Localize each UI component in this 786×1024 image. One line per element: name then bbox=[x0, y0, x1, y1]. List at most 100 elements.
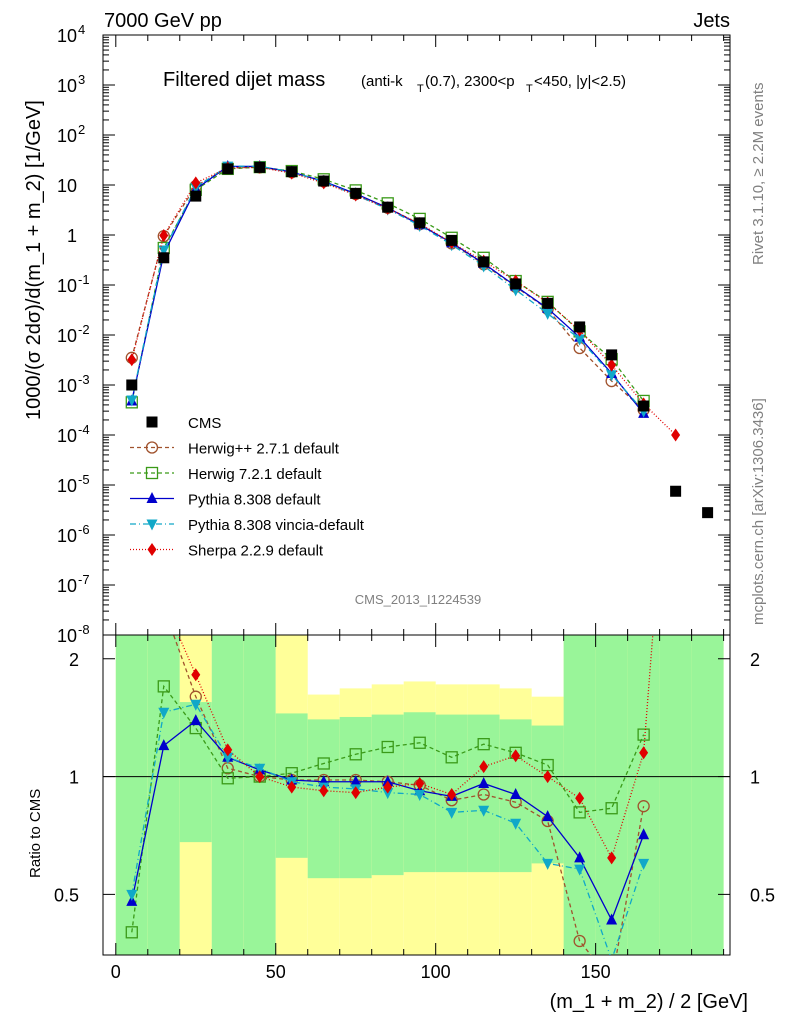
pythia-8-308-default-ratio-point bbox=[574, 851, 586, 863]
ratio-tick-label-right: 1 bbox=[750, 768, 760, 788]
y-tick-exponent: -7 bbox=[78, 572, 90, 587]
pythia-8-308-default-ratio-point bbox=[542, 810, 554, 822]
sherpa-2-2-9-default-ratio-point bbox=[575, 791, 585, 805]
sherpa-2-2-9-default-point bbox=[191, 176, 201, 190]
herwig-2-7-1-default-ratio-point bbox=[637, 800, 650, 813]
ratio-tick-label: 0.5 bbox=[54, 885, 79, 905]
ratio-tick-label: 1 bbox=[69, 768, 79, 788]
ratio-panel-frame bbox=[102, 634, 731, 956]
cms-point bbox=[190, 190, 202, 202]
sherpa-2-2-9-default-ratio-point bbox=[479, 760, 489, 774]
band-green bbox=[627, 635, 660, 955]
y-tick-label: 10 bbox=[57, 526, 77, 546]
title-sub-b: (0.7), 2300<p bbox=[425, 73, 515, 90]
y-tick-exponent: 2 bbox=[78, 122, 85, 137]
y-tick-exponent: -5 bbox=[78, 472, 90, 487]
sherpa-2-2-9-default-ratio-point bbox=[543, 770, 553, 784]
legend-label: Sherpa 2.2.9 default bbox=[188, 543, 324, 560]
cms-point bbox=[670, 485, 682, 497]
herwig-2-7-1-default-ratio-point bbox=[573, 934, 586, 948]
cms-point bbox=[542, 297, 554, 309]
pythia-8-308-vincia-default-ratio-point bbox=[382, 788, 394, 800]
pythia-8-308-vincia-default-ratio-point bbox=[446, 807, 458, 819]
pythia-8-308-default-ratio-point bbox=[350, 775, 362, 787]
pythia-8-308-vincia-default-point bbox=[606, 370, 618, 382]
herwig-7-2-1-default-ratio-point bbox=[125, 926, 138, 939]
sherpa-2-2-9-default-ratio-point bbox=[639, 746, 649, 760]
title-sub-c: <450, |y|<2.5) bbox=[534, 73, 626, 90]
pythia-8-308-vincia-default-point bbox=[542, 308, 554, 320]
energy-label: 7000 GeV pp bbox=[104, 10, 222, 32]
cms-point bbox=[702, 507, 714, 519]
title-sub-t1: T bbox=[417, 83, 424, 95]
y-tick-exponent: -6 bbox=[78, 522, 90, 537]
herwig-7-2-1-default-ratio-point bbox=[477, 738, 490, 751]
x-axis-label: (m_1 + m_2) / 2 [GeV] bbox=[550, 991, 748, 1013]
herwig-7-2-1-default-ratio-point bbox=[317, 757, 330, 770]
sherpa-2-2-9-default-ratio-line bbox=[177, 635, 654, 860]
herwig-7-2-1-default-ratio-point bbox=[445, 751, 458, 764]
pythia-8-308-vincia-default-point bbox=[158, 245, 170, 257]
band-green bbox=[659, 635, 692, 955]
pythia-8-308-vincia-default-ratio-point bbox=[510, 818, 522, 830]
y-tick-exponent: -4 bbox=[78, 422, 90, 437]
pythia-8-308-vincia-default-point bbox=[574, 334, 586, 346]
legend-label: Herwig++ 2.7.1 default bbox=[188, 441, 340, 458]
sherpa-2-2-9-default-ratio-point bbox=[383, 780, 393, 794]
cms-point bbox=[446, 234, 458, 246]
x-tick-label: 150 bbox=[581, 962, 611, 982]
title-main: Filtered dijet mass bbox=[163, 69, 325, 91]
pythia-8-308-vincia-default-ratio-point bbox=[126, 889, 138, 901]
pythia-8-308-default-ratio-point bbox=[478, 777, 490, 789]
cms-point bbox=[254, 161, 266, 173]
legend-label: Herwig 7.2.1 default bbox=[188, 466, 322, 483]
sherpa-2-2-9-default-line bbox=[131, 166, 677, 436]
pythia-8-308-vincia-default-ratio-point bbox=[190, 699, 202, 711]
y-tick-label: 10 bbox=[57, 626, 77, 646]
sherpa-2-2-9-default-ratio-point bbox=[447, 787, 457, 801]
herwig-7-2-1-default-ratio-point bbox=[157, 680, 170, 693]
band-green bbox=[243, 635, 276, 955]
band-green bbox=[595, 635, 628, 955]
cms-point bbox=[286, 166, 298, 178]
pythia-8-308-default-ratio-point bbox=[510, 787, 522, 799]
pythia-8-308-default-ratio-point bbox=[158, 739, 170, 751]
herwig-2-7-1-default-ratio-point bbox=[158, 602, 169, 613]
herwig-7-2-1-default-ratio-point bbox=[637, 728, 650, 741]
legend-marker bbox=[145, 441, 159, 454]
cms-data-points bbox=[126, 161, 714, 519]
herwig-7-2-1-default-ratio-point bbox=[349, 748, 362, 761]
cms-point bbox=[126, 379, 138, 391]
y-tick-label: 10 bbox=[57, 126, 77, 146]
legend-cms-marker bbox=[146, 416, 158, 428]
band-green bbox=[115, 635, 148, 955]
band-green bbox=[467, 714, 500, 873]
pythia-8-308-default-ratio-point bbox=[638, 828, 650, 840]
pythia-8-308-vincia-default-ratio-point bbox=[222, 752, 234, 764]
band-green bbox=[531, 725, 564, 864]
sherpa-2-2-9-default-ratio-point bbox=[255, 770, 265, 784]
sherpa-2-2-9-default-ratio-point bbox=[671, 334, 680, 347]
y-tick-exponent: 4 bbox=[78, 22, 85, 37]
herwig-7-2-1-default-ratio-point bbox=[573, 806, 586, 819]
herwig-2-7-1-default-ratio-point bbox=[126, 558, 137, 569]
analysis-watermark: CMS_2013_I1224539 bbox=[355, 592, 482, 607]
band-green bbox=[691, 635, 724, 955]
legend-label: Pythia 8.308 vincia-default bbox=[188, 517, 365, 534]
y-tick-label: 10 bbox=[57, 276, 77, 296]
pythia-8-308-default-ratio-point bbox=[606, 913, 618, 925]
y-tick-label: 10 bbox=[57, 26, 77, 46]
pythia-8-308-vincia-default-ratio-point bbox=[574, 864, 586, 876]
sherpa-2-2-9-default-ratio-point bbox=[607, 851, 617, 865]
y-tick-exponent: -3 bbox=[78, 372, 90, 387]
legend-marker bbox=[145, 466, 159, 480]
y-tick-label: 10 bbox=[57, 576, 77, 596]
band-green bbox=[147, 635, 180, 955]
sherpa-2-2-9-default-point bbox=[159, 228, 169, 242]
main-series-group bbox=[125, 159, 681, 442]
y-tick-exponent: -8 bbox=[78, 622, 90, 637]
sherpa-2-2-9-default-point bbox=[671, 428, 681, 442]
sherpa-2-2-9-default-point bbox=[607, 358, 617, 372]
ratio-tick-label-right: 0.5 bbox=[750, 885, 775, 905]
